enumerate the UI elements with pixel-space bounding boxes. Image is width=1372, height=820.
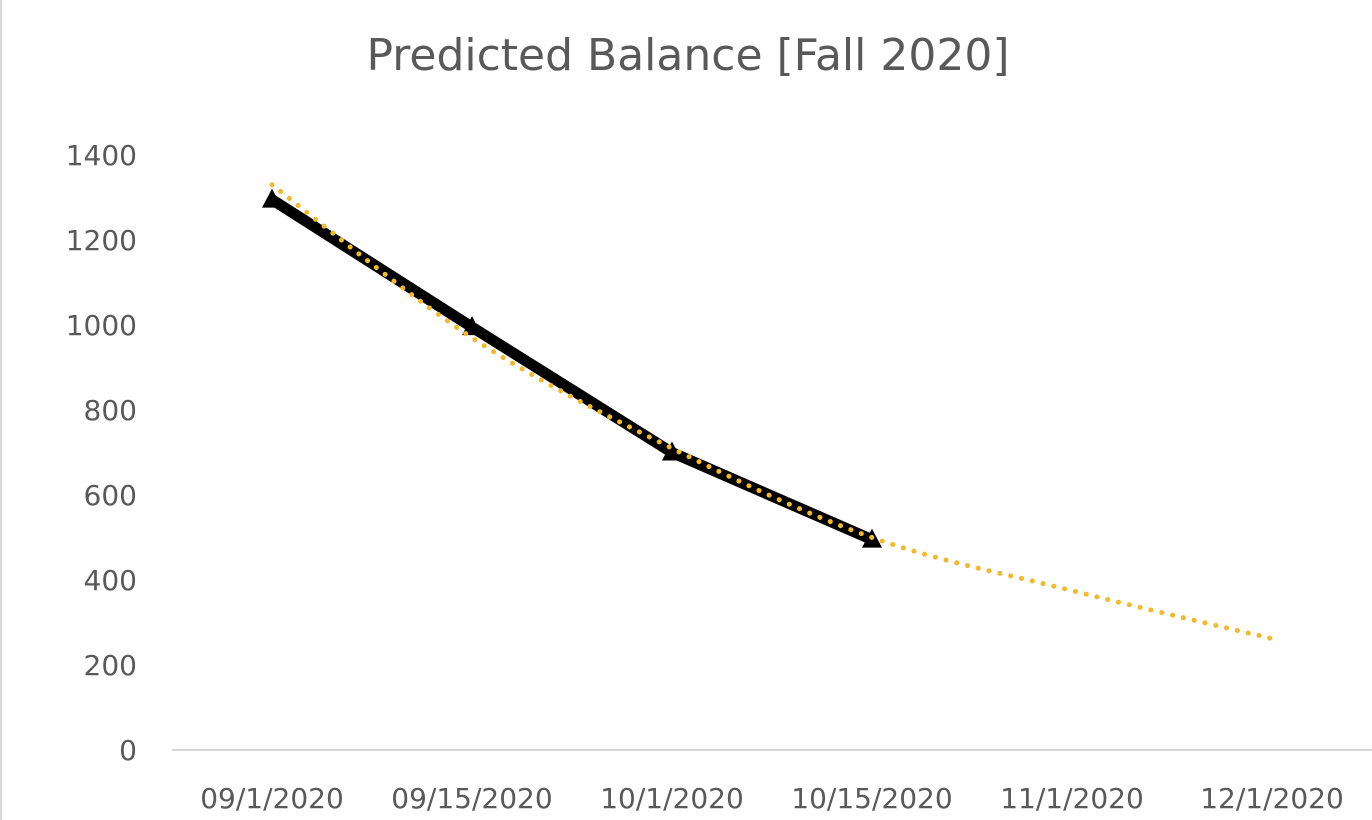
y-tick-label: 800	[84, 394, 137, 427]
y-tick-label: 1200	[66, 224, 137, 257]
balance-series-line	[269, 194, 875, 545]
y-tick-label: 1400	[66, 139, 137, 172]
balance-data-point	[462, 316, 482, 336]
balance-data-point	[262, 188, 282, 208]
x-tick-label: 12/1/2020	[1200, 782, 1344, 815]
trendline-series	[269, 182, 1275, 642]
x-tick-label: 10/1/2020	[600, 782, 744, 815]
y-tick-label: 600	[84, 479, 137, 512]
balance-data-point	[662, 441, 682, 461]
chart-title: Predicted Balance [Fall 2020]	[366, 30, 1010, 81]
x-tick-label: 10/15/2020	[791, 782, 952, 815]
x-tick-label: 09/1/2020	[200, 782, 344, 815]
y-tick-label: 1000	[66, 309, 137, 342]
x-tick-label: 09/15/2020	[391, 782, 552, 815]
y-tick-label: 200	[84, 649, 137, 682]
y-tick-label: 0	[119, 734, 137, 767]
x-tick-label: 11/1/2020	[1000, 782, 1144, 815]
y-tick-label: 400	[84, 564, 137, 597]
